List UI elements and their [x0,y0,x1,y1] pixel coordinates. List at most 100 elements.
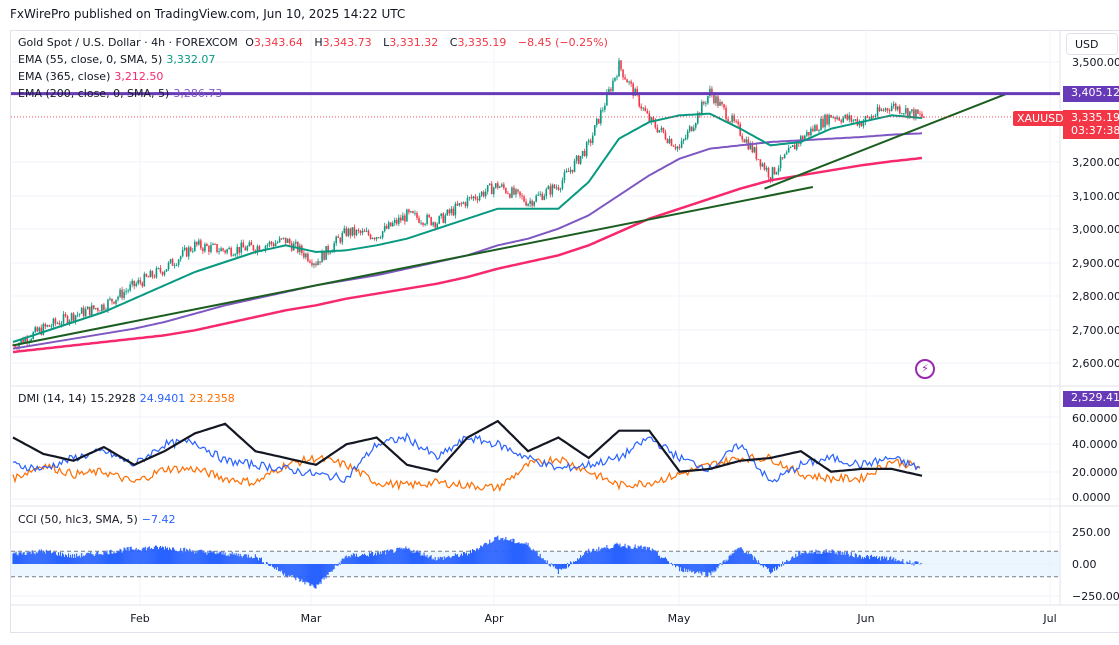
ema55-label[interactable]: EMA (55, close, 0, SMA, 5) [18,53,163,66]
candle-body [256,246,259,253]
month-label: Jul [1043,612,1057,625]
candle-body [444,215,447,223]
candle-body [230,247,232,256]
candle-body [107,299,109,310]
symbol-title[interactable]: Gold Spot / U.S. Dollar · 4h · FOREXCOM [18,36,238,49]
candle-body [14,345,16,348]
candle-body [313,263,315,266]
candle-body [789,146,792,148]
candle-body [909,111,911,118]
candle-body [846,114,849,120]
candle-body [618,60,620,77]
candle-body [767,167,770,178]
close-label: C [449,36,458,49]
candle-body [464,202,467,207]
candle-body [917,109,919,114]
dmi-label[interactable]: DMI (14, 14) [18,392,87,405]
candle-body [608,89,610,93]
candle-body [779,157,782,169]
cci-label[interactable]: CCI (50, hlc3, SMA, 5) [18,513,138,526]
candle-body [196,241,198,245]
candle-body [434,222,436,228]
price-tick: 2,800.00 [1072,290,1119,303]
candle-body [569,169,572,172]
candle-body [472,196,475,199]
currency-button[interactable]: USD [1066,33,1118,55]
candle-body [375,237,378,240]
candle-body [321,251,323,263]
candle-body [892,103,895,106]
candle-body [878,107,881,111]
adx-value: 15.2928 [90,392,136,405]
candle-body [404,215,406,222]
candle-body [612,80,614,91]
candle-body [614,77,616,81]
candle-body [210,244,212,252]
candle-body [361,230,364,233]
candle-body [363,230,366,232]
candle-body [668,138,671,144]
candle-body [555,187,558,189]
candle-body [911,109,913,112]
candle-body [765,167,768,170]
candle-body [381,231,384,238]
candle-body [583,150,586,157]
candle-body [50,326,53,327]
candle-body [181,250,184,257]
ema200-value: 3,286.73 [173,87,223,100]
price-tick: 2,900.00 [1072,257,1119,270]
candle-body [216,244,218,253]
candle-body [339,238,342,243]
candle-body [864,116,867,122]
candle-body [131,280,133,285]
candle-body [418,217,420,223]
low-price-tag: 2,529.41 [1063,391,1119,407]
candle-body [137,280,140,284]
candle-body [426,214,428,224]
candle-body [315,263,317,266]
candle-body [595,118,598,126]
candle-body [486,185,489,192]
candle-body [123,292,125,298]
candle-body [387,222,390,229]
candle-body [507,192,509,194]
candle-body [557,187,560,190]
candle-body [270,241,273,244]
ema365-label[interactable]: EMA (365, close) [18,70,111,83]
candle-body [46,325,49,327]
candle-body [604,105,606,110]
candle-body [161,271,164,275]
candle-body [559,188,562,190]
candle-body [430,217,432,226]
ema200-line [12,132,923,350]
candle-body [66,315,69,324]
candle-body [581,150,584,156]
candle-body [898,106,901,114]
candle-body [648,113,651,122]
month-label: Jun [857,612,875,625]
candle-body [117,296,119,300]
candle-body [414,212,416,214]
candle-body [795,142,798,150]
candle-body [99,310,101,312]
candle-body [163,271,166,275]
candle-body [456,203,459,206]
candle-body [646,111,649,114]
candle-body [353,227,356,236]
candle-body [713,94,715,104]
candle-body [72,313,75,322]
candle-body [250,242,253,246]
candle-body [377,237,380,239]
candle-body [191,250,194,252]
candle-body [278,238,281,243]
lightning-icon[interactable]: ⚡ [915,359,935,379]
candle-body [913,109,915,119]
candle-body [923,117,925,118]
dmi-tick: 60.0000 [1072,412,1118,425]
candle-body [145,273,148,277]
ema200-label[interactable]: EMA (200, close, 0, SMA, 5) [18,87,170,100]
candle-body [793,145,796,150]
candle-body [54,318,57,324]
candle-body [484,191,487,197]
